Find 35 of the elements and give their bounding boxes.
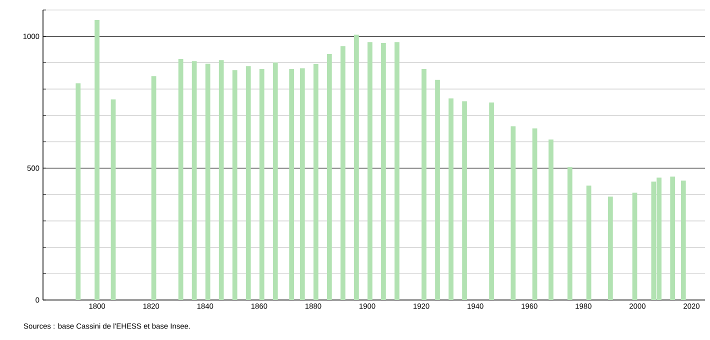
bar — [300, 68, 305, 300]
bar — [218, 60, 224, 300]
bar — [548, 139, 554, 300]
bar — [435, 80, 440, 300]
bar — [110, 99, 116, 300]
bar — [670, 176, 676, 300]
bar — [246, 66, 251, 300]
bar — [422, 69, 426, 300]
bar — [586, 186, 592, 300]
bar — [510, 126, 516, 300]
bar — [232, 70, 238, 300]
bar — [289, 69, 294, 300]
bar — [259, 69, 264, 300]
bar — [680, 180, 686, 300]
bar — [532, 128, 538, 300]
bar — [192, 61, 197, 300]
bar — [448, 98, 454, 300]
bar — [326, 54, 332, 300]
bar — [462, 101, 467, 300]
bar — [608, 196, 613, 300]
bar — [368, 42, 372, 300]
bar — [354, 34, 359, 300]
bar — [567, 167, 572, 300]
bar — [340, 46, 346, 300]
bar — [313, 64, 318, 300]
bar — [178, 59, 184, 300]
bar — [394, 42, 400, 300]
bar — [151, 76, 156, 300]
bar — [205, 64, 210, 300]
bar — [632, 192, 638, 300]
bar — [489, 102, 494, 300]
bar — [381, 42, 386, 300]
bar — [94, 20, 100, 300]
bar — [272, 62, 278, 300]
bar — [76, 83, 81, 300]
